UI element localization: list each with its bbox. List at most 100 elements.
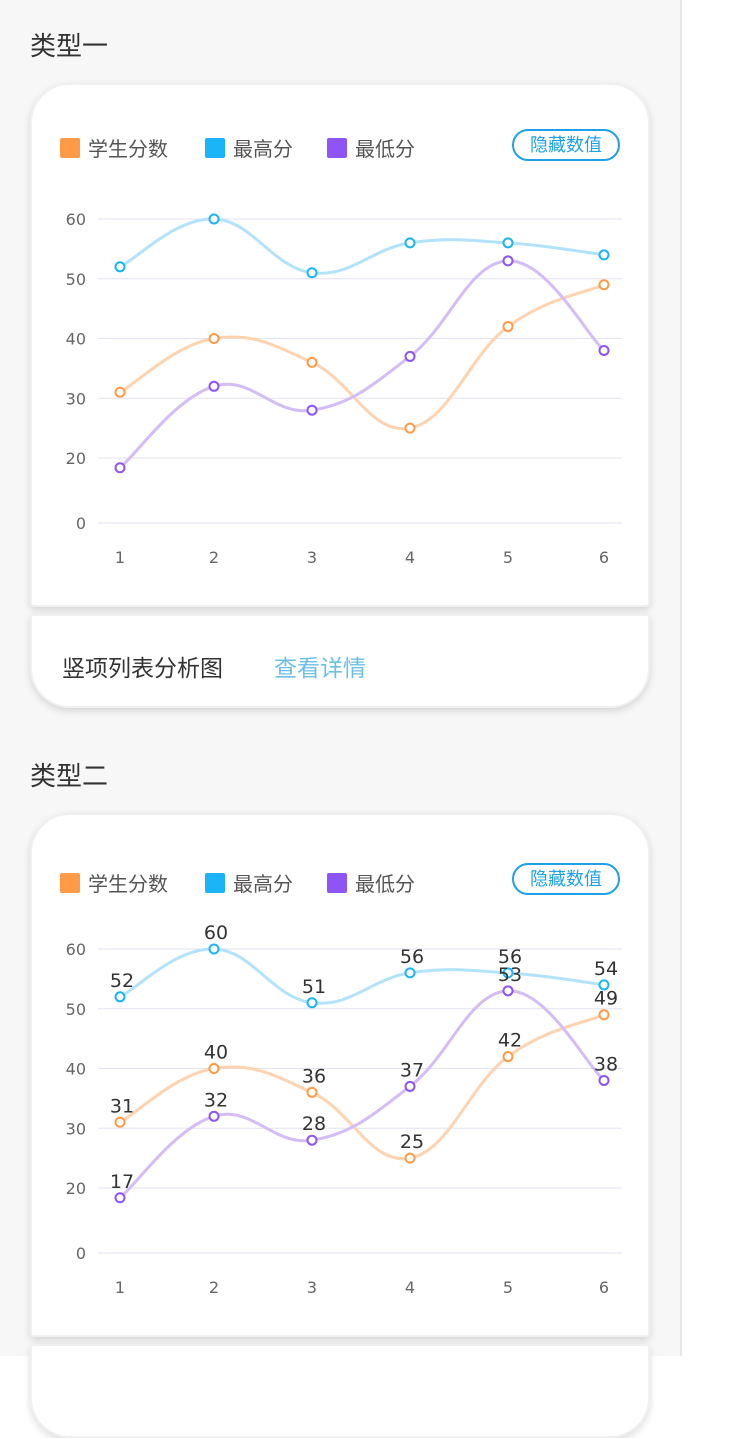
legend-swatch-min <box>327 137 347 158</box>
data-label-student: 31 <box>110 1095 134 1117</box>
data-point-max[interactable] <box>598 249 610 261</box>
y-tick-label: 20 <box>66 449 86 468</box>
data-label-min: 17 <box>110 1171 134 1193</box>
data-point-student[interactable] <box>598 279 610 291</box>
data-label-min: 28 <box>302 1113 326 1135</box>
y-tick-label: 40 <box>66 1060 86 1079</box>
chart-card-1: 学生分数 最高分 最低分 隐藏数值 0 20 30 40 50 60 1 2 3 4 5 6 <box>30 83 650 607</box>
chart-card-2: 学生分数 最高分 最低分 隐藏数值 0 20 30 40 50 60 1 2 3 4 5 6 31 40 3… <box>30 813 650 1337</box>
series-line-student <box>119 1013 605 1161</box>
data-point-max[interactable] <box>208 943 220 955</box>
data-point-max[interactable] <box>404 237 416 249</box>
x-tick-label: 5 <box>503 1278 513 1297</box>
legend-label-max: 最高分 <box>233 137 293 161</box>
data-label-student: 36 <box>302 1065 326 1087</box>
data-point-student[interactable] <box>306 1086 318 1098</box>
data-label-max: 52 <box>110 970 134 992</box>
x-tick-label: 2 <box>209 548 219 567</box>
data-point-min[interactable] <box>208 380 220 392</box>
data-label-max: 60 <box>204 922 228 944</box>
detail-card: 竖项列表分析图 查看详情 <box>30 614 650 708</box>
x-tick-label: 1 <box>115 1278 125 1297</box>
data-label-min: 38 <box>594 1053 618 1075</box>
y-tick-label: 30 <box>66 1119 86 1138</box>
y-tick-label: 20 <box>66 1179 86 1198</box>
data-point-max[interactable] <box>306 267 318 279</box>
x-tick-label: 2 <box>209 1278 219 1297</box>
x-tick-label: 3 <box>307 1278 317 1297</box>
data-point-min[interactable] <box>306 404 318 416</box>
detail-title: 竖项列表分析图 <box>62 656 223 682</box>
data-point-student[interactable] <box>404 422 416 434</box>
data-point-max[interactable] <box>404 967 416 979</box>
data-point-student[interactable] <box>208 1063 220 1074</box>
data-point-max[interactable] <box>598 979 610 991</box>
data-label-student: 40 <box>204 1042 228 1064</box>
legend-student-score[interactable]: 学生分数 <box>60 868 168 897</box>
series-line-min <box>119 259 606 469</box>
series-line-student <box>119 283 605 431</box>
legend-min-score[interactable]: 最低分 <box>327 133 415 162</box>
line-chart-1: 0 20 30 40 50 60 1 2 3 4 5 6 <box>66 210 622 567</box>
data-point-min[interactable] <box>598 344 610 356</box>
detail-card-2 <box>30 1344 650 1438</box>
x-tick-label: 5 <box>503 548 513 567</box>
data-point-max[interactable] <box>502 967 514 979</box>
data-point-student[interactable] <box>114 1116 126 1128</box>
data-label-student: 25 <box>400 1131 424 1153</box>
data-point-min[interactable] <box>502 985 514 997</box>
data-point-student[interactable] <box>502 1051 514 1063</box>
legend-student-score[interactable]: 学生分数 <box>60 133 168 162</box>
data-point-student[interactable] <box>404 1152 416 1164</box>
section-title-type-1: 类型一 <box>30 32 109 62</box>
data-point-max[interactable] <box>306 997 318 1009</box>
legend-swatch-student <box>60 872 80 893</box>
data-point-student[interactable] <box>598 1009 610 1021</box>
legend-min-score[interactable]: 最低分 <box>327 868 415 897</box>
x-tick-label: 4 <box>405 1278 415 1297</box>
legend-max-score[interactable]: 最高分 <box>205 868 293 897</box>
legend-swatch-max <box>205 137 225 158</box>
hide-values-button[interactable]: 隐藏数值 <box>512 129 620 161</box>
data-point-min[interactable] <box>502 255 514 267</box>
data-point-max[interactable] <box>114 991 126 1003</box>
data-label-max: 54 <box>594 958 618 980</box>
data-point-student[interactable] <box>114 386 126 398</box>
data-label-min: 37 <box>400 1059 424 1081</box>
y-tick-label: 40 <box>66 330 86 349</box>
data-point-max[interactable] <box>208 213 220 225</box>
view-details-link[interactable]: 查看详情 <box>274 656 366 682</box>
data-point-min[interactable] <box>114 462 126 474</box>
data-point-student[interactable] <box>306 356 318 368</box>
legend-swatch-max <box>205 872 225 893</box>
legend-max-score[interactable]: 最高分 <box>205 133 293 162</box>
data-point-min[interactable] <box>598 1074 610 1086</box>
y-tick-label: 0 <box>76 1244 86 1263</box>
x-tick-label: 4 <box>405 548 415 567</box>
data-point-student[interactable] <box>208 333 220 344</box>
data-point-min[interactable] <box>208 1110 220 1122</box>
data-point-min[interactable] <box>404 1080 416 1092</box>
legend-label-student: 学生分数 <box>88 137 168 161</box>
series-line-min <box>119 989 606 1199</box>
data-point-max[interactable] <box>502 237 514 249</box>
y-tick-label: 30 <box>66 389 86 408</box>
legend-label-max: 最高分 <box>233 872 293 896</box>
data-label-max: 56 <box>498 946 522 968</box>
legend-label-min: 最低分 <box>355 872 415 896</box>
content-panel: 类型一 学生分数 最高分 最低分 隐藏数值 0 20 30 40 50 60 1 2 3 4 5 6 … <box>30 0 682 1438</box>
data-point-student[interactable] <box>502 321 514 333</box>
legend-label-student: 学生分数 <box>88 872 168 896</box>
data-point-min[interactable] <box>114 1192 126 1204</box>
data-point-min[interactable] <box>404 350 416 362</box>
data-point-max[interactable] <box>114 261 126 273</box>
x-tick-label: 1 <box>115 548 125 567</box>
y-tick-label: 50 <box>66 270 86 289</box>
x-tick-label: 3 <box>307 548 317 567</box>
hide-values-button[interactable]: 隐藏数值 <box>512 863 620 895</box>
data-label-min: 32 <box>204 1089 228 1111</box>
y-tick-label: 60 <box>66 210 86 229</box>
section-title-type-2: 类型二 <box>30 762 109 792</box>
data-point-min[interactable] <box>306 1134 318 1146</box>
